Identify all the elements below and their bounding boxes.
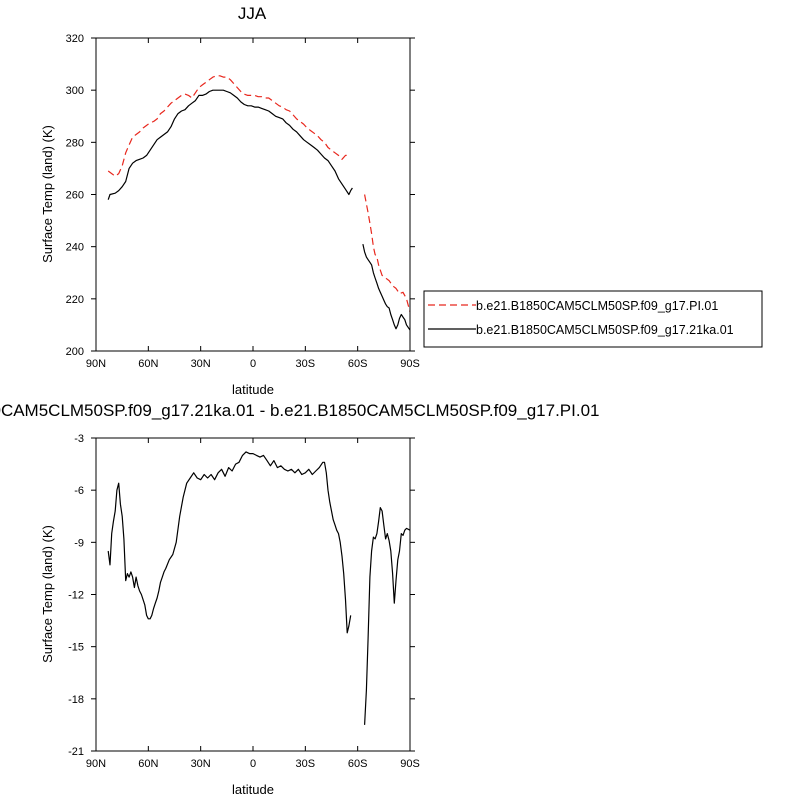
top-x-tick-label: 30S [296,358,316,370]
top-y-tick-label: 220 [66,294,84,306]
bottom-x-tick-label: 0 [250,758,256,770]
top-y-tick-label: 280 [66,137,84,149]
top-y-tick-label: 300 [66,85,84,97]
top-x-axis-label: latitude [232,382,274,397]
bottom-x-tick-label: 60N [138,758,158,770]
top-series-1-line-segment-0 [107,89,353,200]
bottom-y-tick-label: -21 [68,746,84,758]
top-x-tick-label: 90S [400,358,420,370]
top-y-axis-label: Surface Temp (land) (K) [40,125,55,263]
bottom-axis-ticks: 90N 60N 30N 0 30S 60S 90S -21 -18 -15 -12 -9 -6 -3 [68,433,420,770]
legend-label-21ka: b.e21.B1850CAM5CLM50SP.f09_g17.21ka.01 [476,323,734,337]
top-y-tick-label: 260 [66,190,84,202]
top-panel: JJA 90N 60N 30N 0 30S 60S 90S 200 220 240 260 280 30… [40,4,763,397]
legend-box [423,290,763,348]
bottom-chart-title: b.e21.B1850CAM5CLM50SP.f09_g17.21ka.01 -… [0,401,599,420]
bottom-y-tick-label: -12 [68,590,84,602]
top-y-tick-label: 200 [66,346,84,358]
top-x-tick-label: 0 [250,358,256,370]
bottom-x-axis-label: latitude [232,782,274,797]
bottom-x-tick-label: 90N [86,758,106,770]
bottom-y-tick-label: -3 [74,433,84,445]
top-y-tick-label: 240 [66,242,84,254]
top-plot-frame [95,37,411,352]
top-x-tick-label: 90N [86,358,106,370]
top-x-tick-label: 60S [348,358,368,370]
top-chart-title: JJA [238,4,267,23]
bottom-plot-frame [95,437,411,752]
bottom-x-tick-label: 90S [400,758,420,770]
top-series-0-line-segment-0 [107,75,349,177]
top-x-tick-label: 30N [191,358,211,370]
bottom-x-tick-label: 30N [191,758,211,770]
bottom-y-axis-label: Surface Temp (land) (K) [40,525,55,663]
top-series-0-line-segment-1 [364,194,411,313]
bottom-panel: b.e21.B1850CAM5CLM50SP.f09_g17.21ka.01 -… [0,401,599,797]
bottom-y-tick-label: -6 [74,485,84,497]
top-y-tick-label: 320 [66,33,84,45]
top-series-lines [107,75,411,331]
bottom-x-tick-label: 30S [296,758,316,770]
top-series-1-line-segment-1 [362,243,411,331]
bottom-series-lines [107,451,411,725]
bottom-y-tick-label: -9 [74,537,84,549]
top-x-tick-label: 60N [138,358,158,370]
bottom-y-tick-label: -18 [68,694,84,706]
bottom-series-0-line-segment-1 [364,507,411,725]
bottom-x-tick-label: 60S [348,758,368,770]
legend: b.e21.B1850CAM5CLM50SP.f09_g17.PI.01 b.e… [423,290,763,348]
top-axis-ticks: 90N 60N 30N 0 30S 60S 90S 200 220 240 260 280 300 320 [66,33,420,370]
bottom-y-tick-label: -15 [68,642,84,654]
bottom-series-0-line-segment-0 [107,451,352,634]
legend-label-pi: b.e21.B1850CAM5CLM50SP.f09_g17.PI.01 [476,299,718,313]
